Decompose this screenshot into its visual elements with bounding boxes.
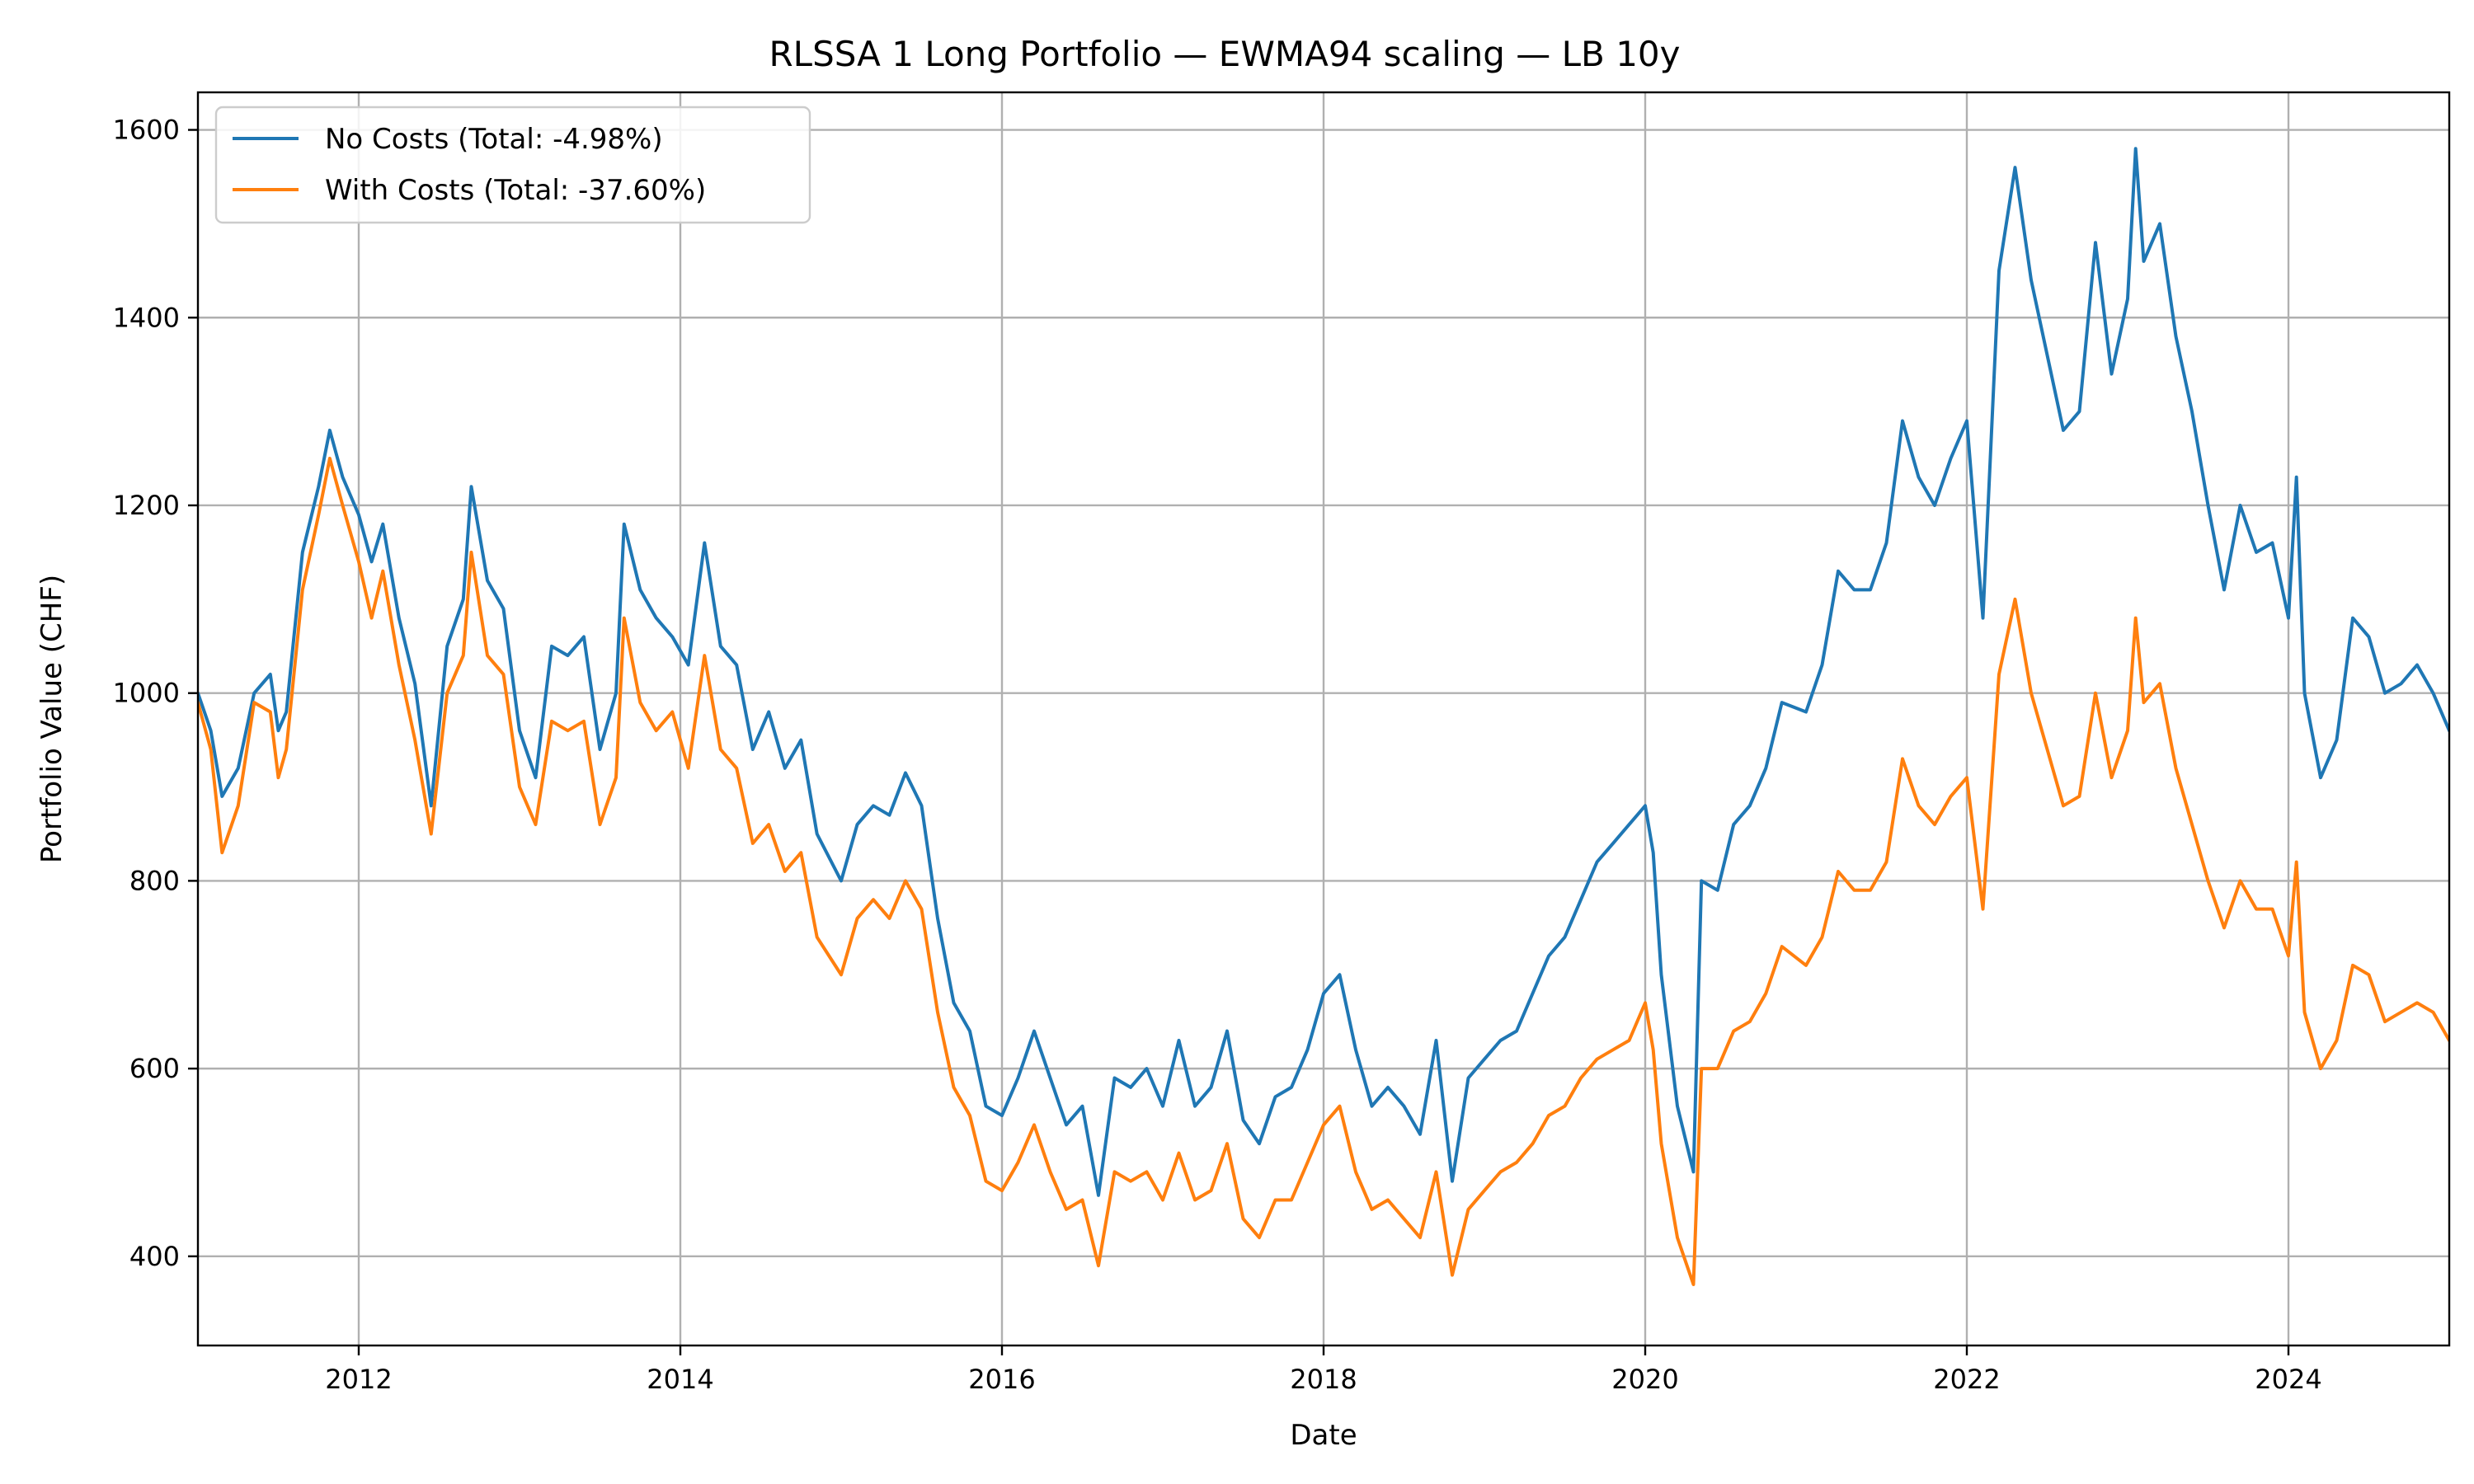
x-tick-label: 2022	[1933, 1364, 2000, 1395]
y-axis-ticks: 400 600 800 1000 1200 1400 1600	[113, 115, 198, 1272]
series-lines	[198, 147, 2449, 1286]
grid	[198, 92, 2449, 1345]
legend-label-no-costs: No Costs (Total: -4.98%)	[325, 123, 663, 156]
x-tick-label: 2014	[647, 1364, 713, 1395]
x-tick-label: 2024	[2255, 1364, 2321, 1395]
x-tick-label: 2018	[1290, 1364, 1357, 1395]
y-tick-label: 1400	[113, 302, 180, 333]
y-tick-label: 600	[129, 1053, 180, 1084]
x-axis-ticks: 2012 2014 2016 2018 2020 2022 2024	[325, 1345, 2322, 1395]
y-tick-label: 800	[129, 865, 180, 896]
x-tick-label: 2016	[968, 1364, 1035, 1395]
series-line-no-costs	[198, 147, 2449, 1197]
y-tick-label: 1000	[113, 678, 180, 709]
legend-label-with-costs: With Costs (Total: -37.60%)	[325, 174, 706, 207]
x-axis-label: Date	[1290, 1419, 1357, 1452]
x-tick-label: 2020	[1611, 1364, 1678, 1395]
y-tick-label: 1200	[113, 490, 180, 521]
chart-title: RLSSA 1 Long Portfolio — EWMA94 scaling …	[769, 34, 1680, 74]
y-axis-label: Portfolio Value (CHF)	[35, 575, 68, 863]
legend-box	[214, 106, 811, 224]
y-tick-label: 1600	[113, 115, 180, 146]
x-tick-label: 2012	[325, 1364, 392, 1395]
series-line-with-costs	[198, 457, 2449, 1286]
y-tick-label: 400	[129, 1241, 180, 1272]
legend: No Costs (Total: -4.98%) With Costs (Tot…	[214, 106, 811, 224]
